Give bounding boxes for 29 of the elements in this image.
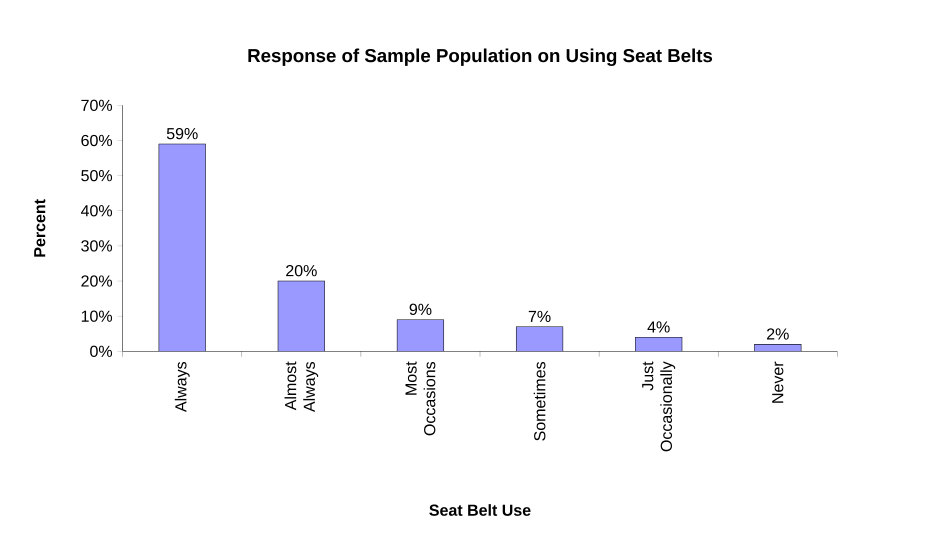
x-tick-label: Always (174, 362, 190, 412)
x-tick-label: Never (772, 362, 784, 403)
data-label: 20% (286, 265, 317, 276)
y-axis-title: Percent (34, 199, 46, 257)
data-label: 2% (767, 328, 789, 340)
y-tick-label: 60% (81, 134, 112, 146)
y-tick-label: 40% (80, 205, 112, 216)
data-label: 7% (528, 310, 551, 322)
x-tick-label: Almost Always (284, 362, 318, 412)
chart-title: Response of Sample Population on Using Seat Belts (248, 48, 712, 66)
x-tick-label: Most Occasions (406, 361, 436, 436)
bar (635, 337, 682, 352)
bar (396, 319, 444, 352)
x-tick-label: Sometimes (534, 362, 546, 441)
x-axis-title: Seat Belt Use (429, 504, 531, 516)
bar (278, 280, 325, 352)
bar (158, 144, 206, 352)
y-tick-label: 50% (81, 170, 112, 182)
bar (754, 344, 802, 352)
y-tick-label: 10% (82, 310, 112, 322)
bar (516, 326, 564, 352)
y-tick-label: 70% (81, 100, 112, 111)
data-label: 9% (410, 304, 432, 315)
data-label: 4% (647, 321, 670, 333)
data-label: 59% (166, 128, 198, 140)
y-tick-label: 0% (90, 346, 112, 357)
x-tick-label: Just Occasionally (642, 361, 676, 452)
y-tick-label: 20% (81, 275, 112, 287)
y-tick-label: 30% (81, 240, 112, 252)
